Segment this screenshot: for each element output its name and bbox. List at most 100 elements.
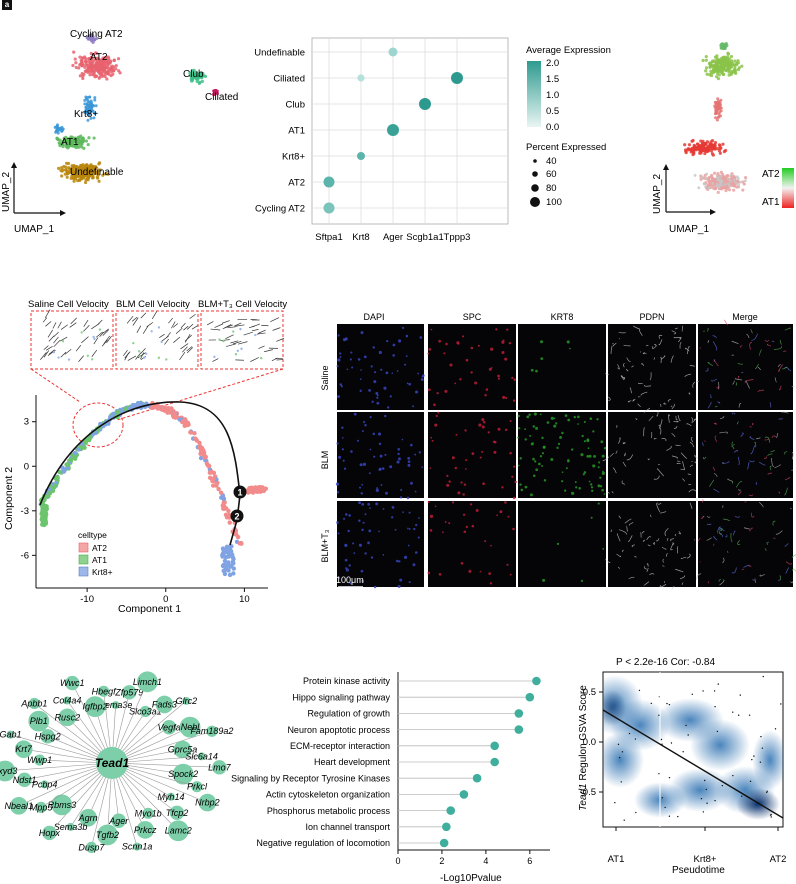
tissue-signal xyxy=(428,347,432,351)
velocity-cell xyxy=(80,331,83,334)
tissue-signal xyxy=(644,384,652,387)
tissue-signal xyxy=(631,544,636,548)
tissue-signal xyxy=(380,483,383,486)
tissue-signal xyxy=(339,352,342,355)
trajectory-cell xyxy=(108,414,113,420)
umap-c-point-neutral xyxy=(737,183,741,187)
tissue-signal xyxy=(353,412,357,416)
tissue-signal xyxy=(541,465,544,467)
network-gene-label: Limch1 xyxy=(133,677,162,687)
trajectory-cell xyxy=(214,483,219,488)
tissue-signal xyxy=(681,582,684,585)
velocity-arrow xyxy=(220,339,230,341)
dotplot-celltype-label: AT2 xyxy=(288,178,305,189)
velocity-arrow xyxy=(53,331,59,337)
umap-a-xlabel: UMAP_1 xyxy=(14,224,54,235)
tissue-signal xyxy=(337,532,340,535)
tissue-signal xyxy=(464,429,467,432)
umap-c-point-neutral xyxy=(736,175,739,179)
umap-point-at2 xyxy=(89,55,93,60)
trajectory-cell xyxy=(57,469,62,475)
trajectory-cell xyxy=(226,508,231,514)
velocity-arrow xyxy=(45,346,53,351)
tissue-signal xyxy=(749,460,755,463)
tissue-signal xyxy=(444,389,448,393)
tissue-signal xyxy=(532,442,534,444)
umap-point-krt8 xyxy=(88,95,92,99)
density-point xyxy=(753,755,755,757)
density-point xyxy=(677,815,679,818)
network-gene-node xyxy=(122,685,137,700)
trajectory-cell xyxy=(247,485,252,491)
tissue-signal xyxy=(650,432,653,439)
velocity-arrow xyxy=(191,325,198,330)
tissue-signal xyxy=(343,517,346,520)
velocity-arrow xyxy=(151,311,157,320)
tissue-signal xyxy=(691,418,697,424)
tissue-signal xyxy=(465,459,468,462)
network-gene-label: Slco3a1 xyxy=(129,707,162,717)
tissue-signal xyxy=(511,376,514,379)
density-point xyxy=(770,816,772,818)
umap-c-point-undefinable xyxy=(714,185,718,190)
tissue-signal xyxy=(657,502,662,505)
tissue-signal xyxy=(785,561,793,565)
umap-c-point-at2 xyxy=(721,43,725,47)
tissue-signal xyxy=(713,488,720,493)
tissue-signal xyxy=(641,530,645,534)
trajectory-legend: celltype AT2 AT1 Krt8+ xyxy=(78,530,113,577)
umap-point-at2 xyxy=(98,63,102,67)
density-point xyxy=(702,811,705,813)
umap-point-at2 xyxy=(90,59,94,63)
network-gene-node xyxy=(79,808,97,827)
trajectory-cell xyxy=(227,520,232,525)
tissue-signal xyxy=(646,567,649,572)
network-gene-label: Hspg2 xyxy=(35,731,61,741)
tissue-signal xyxy=(501,350,505,355)
trajectory-cell xyxy=(171,413,177,418)
tissue-signal xyxy=(358,543,362,547)
velocity-arrow xyxy=(206,321,214,326)
cluster-label-cycling-at2: Cycling AT2 xyxy=(70,29,123,40)
enrichment-term-label: Ion channel transport xyxy=(305,822,390,832)
tissue-signal xyxy=(395,559,399,563)
tissue-signal xyxy=(656,502,661,513)
network-gene-label: Krt7 xyxy=(15,744,33,754)
tissue-signal xyxy=(677,460,681,462)
tissue-signal xyxy=(684,373,691,378)
umap-point-at2 xyxy=(72,50,76,54)
network-gene-label: Apbb1 xyxy=(20,699,47,709)
velocity-arrow xyxy=(179,351,186,360)
tissue-signal xyxy=(659,427,662,435)
tissue-signal xyxy=(586,455,589,458)
trajectory-cell xyxy=(182,423,187,428)
tissue-signal xyxy=(532,474,536,477)
trajectory-cell xyxy=(222,554,227,559)
tissue-signal xyxy=(738,489,742,491)
density-point xyxy=(668,776,671,779)
umap-point-at1 xyxy=(58,138,62,142)
tissue-signal xyxy=(359,463,363,467)
umap-point-undefinable xyxy=(94,170,98,175)
velocity-cell xyxy=(143,356,146,359)
tissue-signal xyxy=(750,445,755,455)
dotplot-dot xyxy=(323,202,335,214)
microscopy-tile xyxy=(518,412,606,498)
cluster-label-undefinable: Undefinable xyxy=(70,167,124,178)
umap-point-at2 xyxy=(71,63,75,68)
microscopy-tile xyxy=(698,501,793,587)
tissue-signal xyxy=(586,438,590,441)
network-gene-node xyxy=(17,772,32,788)
tissue-signal xyxy=(717,381,720,390)
tissue-signal xyxy=(703,330,705,332)
tissue-signal xyxy=(769,402,772,408)
velocity-arrow xyxy=(230,340,239,344)
dotplot-celltype-label: AT1 xyxy=(288,126,305,137)
umap-point-at1 xyxy=(92,136,96,140)
tissue-signal xyxy=(336,491,340,494)
umap-c-point-at1 xyxy=(711,153,715,157)
umap-point-club xyxy=(196,73,201,77)
velocity-cell xyxy=(157,326,161,329)
density-point xyxy=(638,689,641,692)
tissue-signal xyxy=(538,462,541,466)
